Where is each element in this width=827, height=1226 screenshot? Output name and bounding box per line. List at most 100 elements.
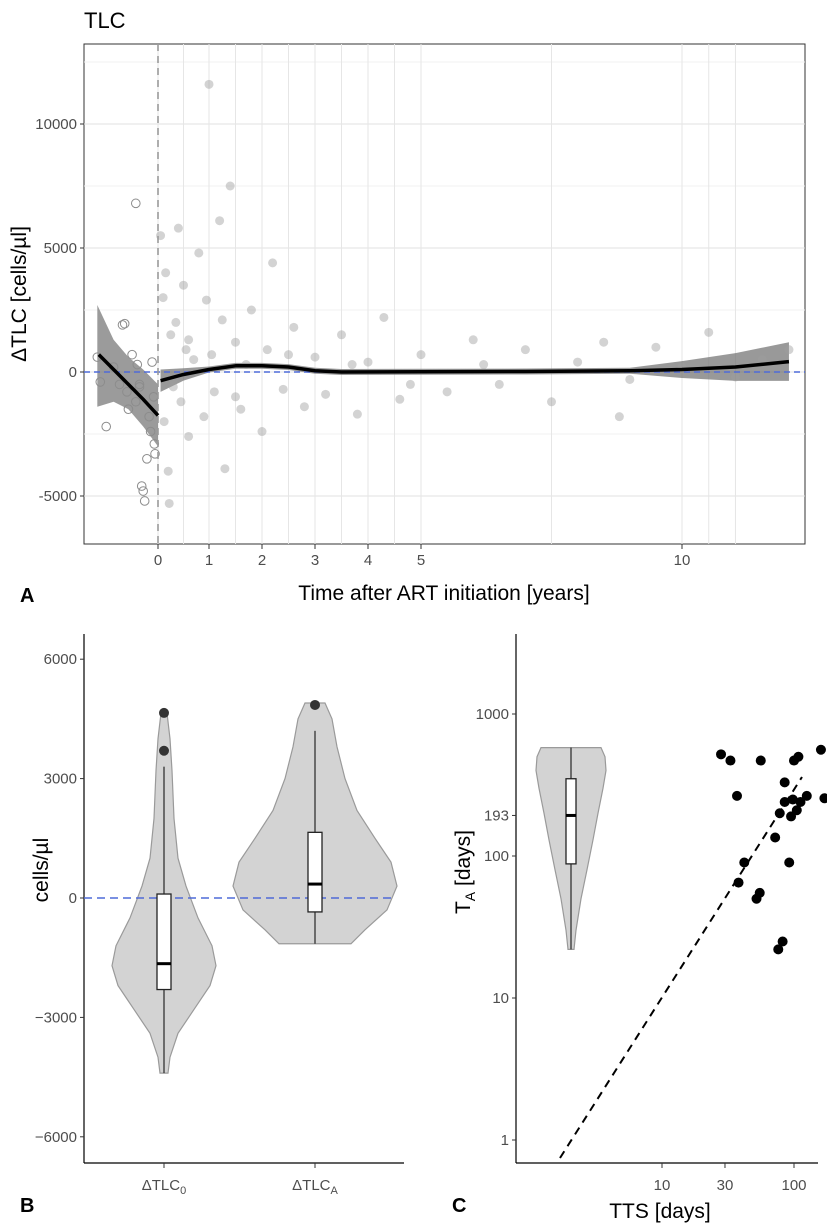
panel-a-gridlines: [84, 44, 805, 544]
b-box: [156, 893, 172, 991]
c-x-tick-label: 30: [717, 1177, 734, 1194]
a-point-post: [189, 355, 199, 365]
a-point-pre: [101, 421, 111, 432]
a-y-tick-label: -5000: [39, 488, 77, 505]
c-y-tick-label: 1: [501, 1132, 509, 1149]
a-point-post: [442, 387, 452, 397]
a-point-post: [310, 352, 320, 362]
b-y-tick-label: −3000: [35, 1009, 77, 1026]
a-point-pre: [131, 396, 141, 407]
a-x-tick-label: 2: [258, 552, 266, 569]
a-point-post: [184, 431, 194, 441]
a-point-post: [268, 258, 278, 268]
a-point-post: [164, 498, 174, 508]
c-point: [815, 744, 826, 755]
b-x-tick-label-sub: 0: [180, 1185, 186, 1197]
a-point-post: [168, 382, 178, 392]
panel-b-violins: [84, 702, 398, 1074]
c-x-tick-label: 100: [781, 1177, 806, 1194]
panel-b-letter: B: [20, 1195, 34, 1217]
panel-c-y-ticks: 1 10 100 193 1000: [476, 706, 516, 1149]
a-x-tick-label: 4: [364, 552, 372, 569]
a-point-post: [405, 379, 415, 389]
a-point-post: [520, 345, 530, 355]
panel-a-letter: A: [20, 585, 34, 607]
a-point-post: [176, 397, 186, 407]
c-point: [773, 944, 784, 955]
a-point-post: [299, 402, 309, 412]
panel-b-y-ticks: −6000 −3000 0 3000 6000: [35, 651, 84, 1146]
c-point: [774, 808, 785, 819]
c-point: [732, 790, 743, 801]
a-point-pre: [138, 486, 148, 496]
a-x-tick-label: 0: [154, 552, 162, 569]
a-point-pre: [134, 382, 145, 392]
a-point-post: [278, 384, 288, 394]
panel-a-y-ticks: -5000 0 5000 10000: [35, 116, 84, 505]
a-point-post: [547, 397, 556, 407]
b-x-tick-label: ΔTLC0: [142, 1177, 186, 1197]
c-point: [739, 857, 750, 868]
c-point: [819, 793, 827, 804]
c-point: [787, 794, 798, 805]
c-point: [733, 877, 744, 888]
a-point-post: [181, 345, 191, 355]
panel-a-plot-area: [83, 43, 806, 545]
b-y-tick-label: −6000: [35, 1129, 77, 1146]
c-point: [801, 790, 812, 801]
c-y-tick-label: 193: [484, 807, 509, 824]
panel-c-reference-line: [559, 776, 803, 1159]
a-point-post: [468, 335, 478, 345]
a-point-pre: [145, 426, 156, 437]
a-point-post: [231, 392, 240, 402]
panel-c-x-ticks: 1030100300: [654, 1163, 807, 1194]
a-fit-post: [160, 359, 790, 383]
a-point-post: [757, 355, 767, 365]
a-point-post: [289, 322, 299, 332]
b-x-tick-label-sub: A: [331, 1185, 339, 1197]
panel-a-x-ticks: 0 1 2 3 4 5 10: [154, 544, 690, 569]
c-point: [786, 811, 797, 822]
c-point: [784, 857, 795, 868]
b-y-tick-label: 0: [69, 890, 77, 907]
a-point-post: [379, 312, 389, 322]
panel-a-lines: [84, 44, 805, 544]
a-point-post: [416, 350, 426, 360]
a-x-tick-label: 1: [205, 552, 213, 569]
a-point-post: [161, 268, 171, 278]
b-outlier: [159, 745, 169, 756]
a-point-pre: [144, 411, 154, 422]
c-point: [777, 936, 788, 947]
panel-b-boxplots: [156, 699, 323, 1074]
a-point-post: [201, 295, 211, 305]
c-point: [795, 797, 806, 808]
a-point-post: [166, 330, 176, 340]
a-point-pre: [150, 449, 160, 459]
a-point-post: [236, 404, 246, 414]
a-y-tick-label: 10000: [35, 116, 77, 133]
c-point: [770, 832, 781, 843]
c-point: [751, 893, 762, 904]
a-point-pre: [136, 481, 147, 491]
panel-b-x-ticks: ΔTLC0 ΔTLCA: [142, 1163, 339, 1197]
a-point-post: [321, 389, 331, 399]
a-x-tick-label: 5: [417, 552, 425, 569]
panel-c-violin: [535, 746, 607, 950]
a-point-post: [784, 345, 794, 355]
c-point: [779, 797, 790, 808]
b-box: [307, 831, 323, 913]
a-point-post: [173, 223, 183, 233]
c-y-tick-label: 10: [492, 990, 509, 1007]
a-point-pre: [123, 404, 134, 415]
a-point-post: [179, 280, 188, 290]
a-point-post: [171, 317, 181, 327]
a-point-post: [217, 315, 227, 325]
panel-c-letter: C: [452, 1195, 466, 1217]
a-point-post: [207, 350, 217, 360]
a-point-post: [194, 248, 204, 258]
a-y-tick-label: 5000: [44, 240, 77, 257]
a-point-pre: [122, 387, 132, 397]
